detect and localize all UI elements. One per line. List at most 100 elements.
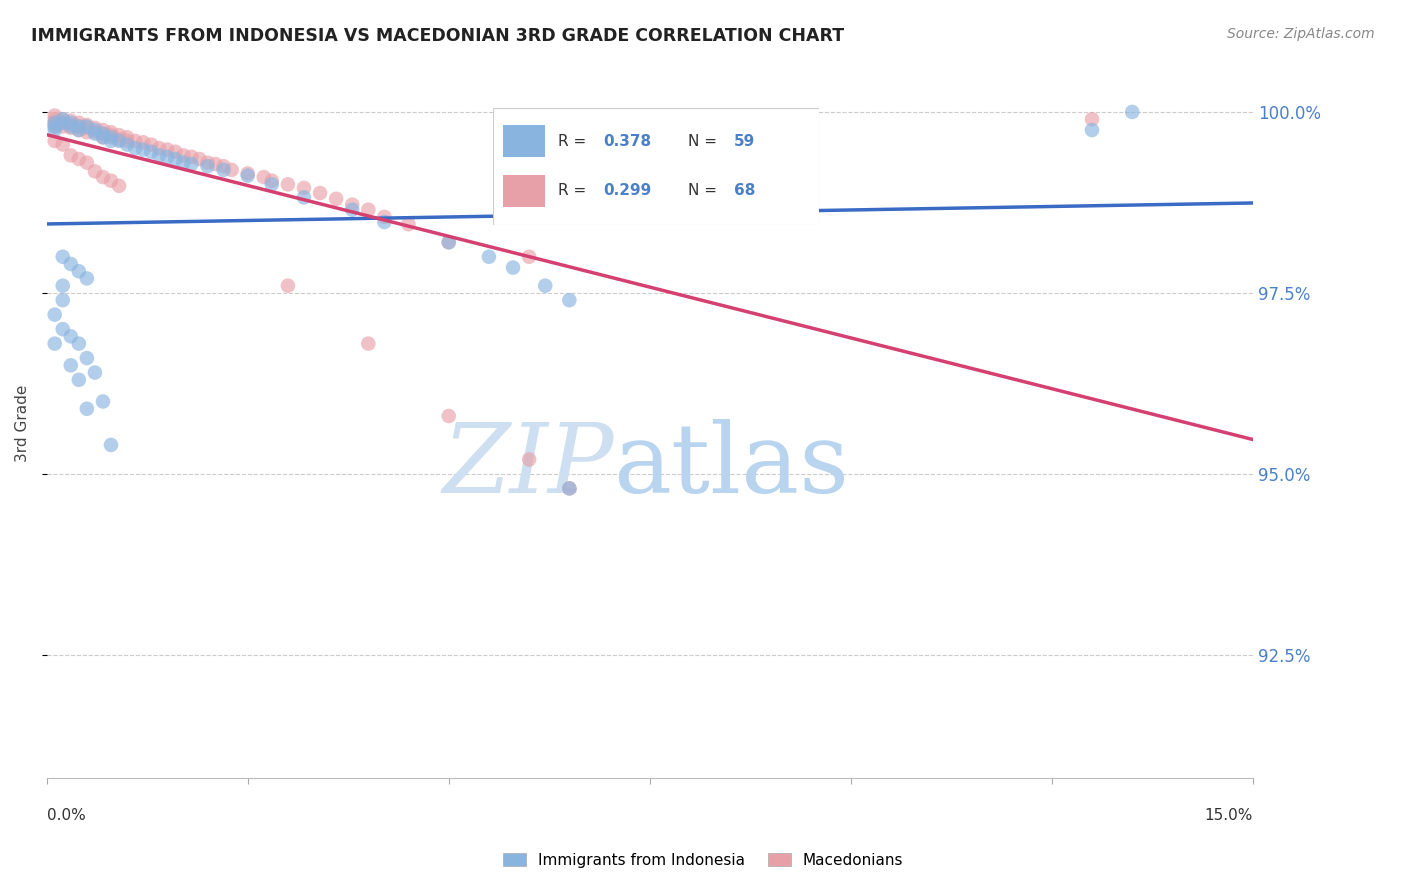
Point	[76, 155, 98, 169]
Point	[59, 359, 82, 373]
Point	[180, 150, 202, 164]
Point	[91, 127, 114, 141]
Point	[108, 128, 131, 142]
Point	[67, 373, 90, 387]
Point	[212, 162, 235, 177]
Point	[59, 329, 82, 343]
Point	[76, 118, 98, 132]
Point	[91, 130, 114, 145]
Point	[212, 159, 235, 173]
Point	[558, 482, 581, 496]
Point	[221, 162, 243, 177]
Point	[260, 178, 283, 192]
Point	[76, 401, 98, 416]
Point	[52, 250, 75, 264]
Point	[357, 202, 380, 217]
Point	[165, 152, 187, 166]
Text: IMMIGRANTS FROM INDONESIA VS MACEDONIAN 3RD GRADE CORRELATION CHART: IMMIGRANTS FROM INDONESIA VS MACEDONIAN …	[31, 27, 844, 45]
Point	[52, 278, 75, 293]
Point	[100, 130, 122, 145]
Point	[84, 125, 107, 139]
Point	[100, 134, 122, 148]
Point	[84, 123, 107, 137]
Point	[100, 128, 122, 142]
Point	[197, 155, 219, 169]
Point	[132, 136, 155, 150]
Point	[76, 125, 98, 139]
Point	[236, 166, 259, 180]
Point	[84, 366, 107, 380]
Point	[1081, 112, 1104, 127]
Point	[52, 116, 75, 130]
Point	[204, 157, 226, 171]
Point	[124, 141, 146, 155]
Point	[180, 157, 202, 171]
Point	[76, 120, 98, 135]
Point	[91, 394, 114, 409]
Point	[44, 112, 66, 127]
Point	[172, 155, 194, 169]
Point	[108, 178, 131, 193]
Point	[52, 293, 75, 308]
Point	[91, 123, 114, 137]
Point	[558, 293, 581, 308]
Point	[478, 250, 501, 264]
Point	[76, 351, 98, 365]
Legend: Immigrants from Indonesia, Macedonians: Immigrants from Indonesia, Macedonians	[495, 845, 911, 875]
Point	[52, 322, 75, 336]
Point	[76, 120, 98, 134]
Point	[91, 127, 114, 141]
Point	[148, 141, 170, 155]
Point	[67, 336, 90, 351]
Point	[373, 210, 395, 224]
Point	[253, 170, 276, 185]
Point	[59, 116, 82, 130]
Point	[1121, 105, 1143, 120]
Point	[59, 120, 82, 134]
Point	[100, 438, 122, 452]
Text: Source: ZipAtlas.com: Source: ZipAtlas.com	[1227, 27, 1375, 41]
Point	[115, 130, 138, 145]
Point	[44, 336, 66, 351]
Point	[172, 148, 194, 162]
Point	[52, 112, 75, 127]
Point	[115, 137, 138, 152]
Point	[108, 134, 131, 148]
Point	[44, 116, 66, 130]
Point	[309, 186, 332, 200]
Point	[84, 120, 107, 135]
Point	[398, 217, 420, 231]
Point	[59, 148, 82, 162]
Point	[502, 260, 524, 275]
Point	[100, 125, 122, 139]
Point	[52, 112, 75, 127]
Point	[141, 145, 163, 159]
Point	[44, 134, 66, 148]
Point	[59, 120, 82, 135]
Text: atlas: atlas	[613, 418, 849, 513]
Point	[156, 150, 179, 164]
Point	[100, 174, 122, 188]
Point	[373, 215, 395, 229]
Point	[91, 130, 114, 145]
Point	[165, 145, 187, 159]
Point	[188, 152, 211, 166]
Point	[52, 137, 75, 152]
Point	[67, 123, 90, 137]
Point	[67, 264, 90, 278]
Point	[52, 120, 75, 134]
Point	[534, 278, 557, 293]
Point	[156, 143, 179, 157]
Point	[197, 159, 219, 173]
Point	[357, 336, 380, 351]
Point	[44, 120, 66, 134]
Text: 15.0%: 15.0%	[1205, 808, 1253, 823]
Point	[59, 118, 82, 132]
Point	[108, 132, 131, 146]
Point	[325, 192, 347, 206]
Point	[517, 452, 540, 467]
Point	[558, 482, 581, 496]
Point	[292, 190, 315, 204]
Point	[44, 116, 66, 130]
Point	[342, 202, 364, 217]
